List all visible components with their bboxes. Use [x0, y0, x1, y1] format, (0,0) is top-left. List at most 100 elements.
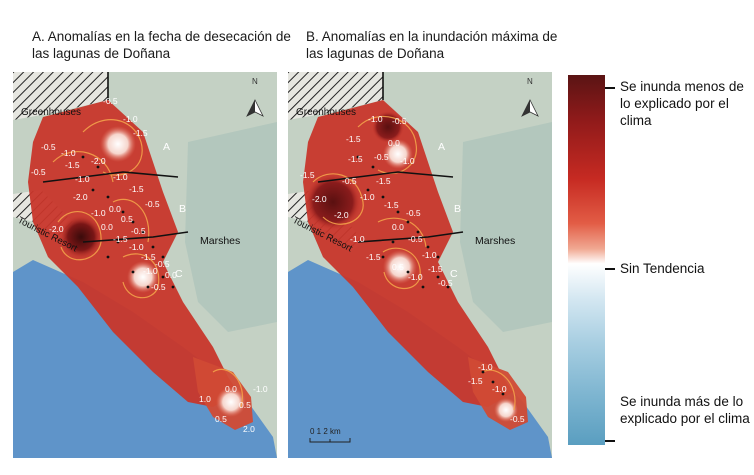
legend-tick-top — [605, 87, 615, 89]
contour-label: -2.0 — [91, 156, 106, 166]
contour-label: -0.5 — [406, 208, 421, 218]
contour-label: -1.5 — [129, 184, 144, 194]
contour-label: 0.0 — [225, 384, 237, 394]
scale-bar-label: 0 1 2 km — [310, 427, 341, 436]
contour-label: -1.0 — [408, 272, 423, 282]
contour-label: -0.5 — [103, 96, 118, 106]
contour-label: 0.0 — [388, 138, 400, 148]
panel-b-title: B. Anomalías en la inundación máxima de … — [306, 29, 558, 61]
greenhouses-label: Greenhouses — [21, 107, 81, 118]
marsh-area — [185, 122, 277, 332]
legend-color-bar — [568, 75, 605, 445]
contour-label: -2.0 — [49, 224, 64, 234]
greenhouses-area — [13, 72, 108, 120]
contour-label: -0.5 — [41, 142, 56, 152]
contour-label: -0.5 — [131, 226, 146, 236]
zone-a-label: A — [163, 141, 170, 153]
contour-label: -2.0 — [334, 210, 349, 220]
zone-b-label: B — [454, 203, 461, 215]
map-panel-a: -0.5 -1.0 -1.5 -0.5 -1.0 -1.5 -2.0 -1.0 … — [13, 72, 277, 458]
contour-label: -1.0 — [129, 242, 144, 252]
north-arrow-icon: N — [246, 77, 264, 117]
contour-labels: -1.0 -0.5 -1.5 0.0 -1.5 -0.5 -1.0 -2.0 -… — [300, 114, 525, 424]
contour-label: -1.5 — [300, 170, 315, 180]
marshes-label: Marshes — [475, 235, 515, 247]
contour-label: -1.0 — [400, 156, 415, 166]
contour-label: -0.5 — [145, 199, 160, 209]
zone-a-label: A — [438, 141, 445, 153]
sample-points — [356, 155, 505, 396]
dark-anomaly-zone — [305, 174, 361, 230]
contour-label: -1.5 — [141, 252, 156, 262]
contour-label: 0.0 — [101, 222, 113, 232]
contour-label: -1.0 — [143, 266, 158, 276]
legend-tick-middle — [605, 268, 615, 270]
greenhouses-area — [288, 72, 383, 120]
marshes-label: Marshes — [200, 235, 240, 247]
contour-label: -1.5 — [65, 160, 80, 170]
zone-boundaries — [42, 72, 189, 243]
contour-label: -0.5 — [151, 282, 166, 292]
zone-c-label: C — [450, 268, 458, 280]
contour-label: -1.0 — [492, 384, 507, 394]
contour-label: -1.0 — [350, 234, 365, 244]
contour-label: -1.0 — [478, 362, 493, 372]
marsh-area — [460, 122, 552, 332]
contour-label: -1.5 — [348, 154, 363, 164]
contour-label: -0.5 — [408, 234, 423, 244]
low-anomaly-spot — [383, 139, 413, 169]
contour-label: -2.0 — [73, 192, 88, 202]
north-label: N — [252, 77, 258, 86]
contour-label: 0.0 — [392, 222, 404, 232]
contour-label: -1.0 — [113, 172, 128, 182]
contour-label: -1.5 — [133, 128, 148, 138]
contour-label: -0.5 — [510, 414, 525, 424]
hotspot — [59, 215, 103, 259]
contour-label: -0.5 — [392, 116, 407, 126]
contour-labels: -0.5 -1.0 -1.5 -0.5 -1.0 -1.5 -2.0 -1.0 … — [31, 96, 268, 434]
contour-label: -1.0 — [253, 384, 268, 394]
contour-label: 0.5 — [121, 214, 133, 224]
contour-label: -1.5 — [428, 264, 443, 274]
map-panel-b: -1.0 -0.5 -1.5 0.0 -1.5 -0.5 -1.0 -2.0 -… — [288, 72, 552, 458]
low-anomaly-spot-2 — [127, 261, 159, 293]
contour-label: 2.0 — [243, 424, 255, 434]
contour-label: -1.5 — [376, 176, 391, 186]
contour-label: -1.0 — [123, 114, 138, 124]
low-anomaly-spot — [100, 126, 136, 162]
north-label: N — [527, 77, 533, 86]
contour-label: -2.0 — [312, 194, 327, 204]
contour-label: -0.5 — [374, 152, 389, 162]
low-anomaly-spot-2 — [383, 250, 417, 284]
contour-label: 0.5 — [215, 414, 227, 424]
panel-a-title: A. Anomalías en la fecha de desecación d… — [32, 29, 291, 61]
zone-boundaries — [317, 72, 464, 243]
contour-label: 0.0 — [165, 270, 177, 280]
low-anomaly-spot-3 — [494, 398, 518, 422]
zone-c-label: C — [175, 268, 183, 280]
contour-label: -1.5 — [113, 234, 128, 244]
contour-label: -1.0 — [368, 114, 383, 124]
legend-label-bottom: Se inunda más de lo explicado por el cli… — [620, 394, 750, 426]
color-legend: Se inunda menos de lo explicado por el c… — [568, 75, 754, 455]
scale-bar: 0 1 2 km — [309, 427, 351, 443]
sample-points — [81, 155, 175, 289]
map-b-svg: -1.0 -0.5 -1.5 0.0 -1.5 -0.5 -1.0 -2.0 -… — [288, 72, 552, 458]
north-arrow-icon: N — [521, 77, 539, 117]
contour-label: 0.5 — [392, 262, 404, 272]
zone-b-label: B — [179, 203, 186, 215]
contour-lines — [52, 119, 243, 408]
contour-label: 0.0 — [109, 204, 121, 214]
contour-label: -1.0 — [91, 208, 106, 218]
contour-label: -1.5 — [346, 134, 361, 144]
contour-label: 1.0 — [199, 394, 211, 404]
contour-label: -0.5 — [438, 278, 453, 288]
contour-label: -1.5 — [468, 376, 483, 386]
contour-label: -1.0 — [422, 250, 437, 260]
contour-label: 0.5 — [239, 400, 251, 410]
contour-label: -1.5 — [366, 252, 381, 262]
contour-label: -1.0 — [75, 174, 90, 184]
contour-label: -1.0 — [360, 192, 375, 202]
legend-label-top: Se inunda menos de lo explicado por el c… — [620, 79, 744, 128]
legend-label-middle: Sin Tendencia — [620, 261, 705, 276]
